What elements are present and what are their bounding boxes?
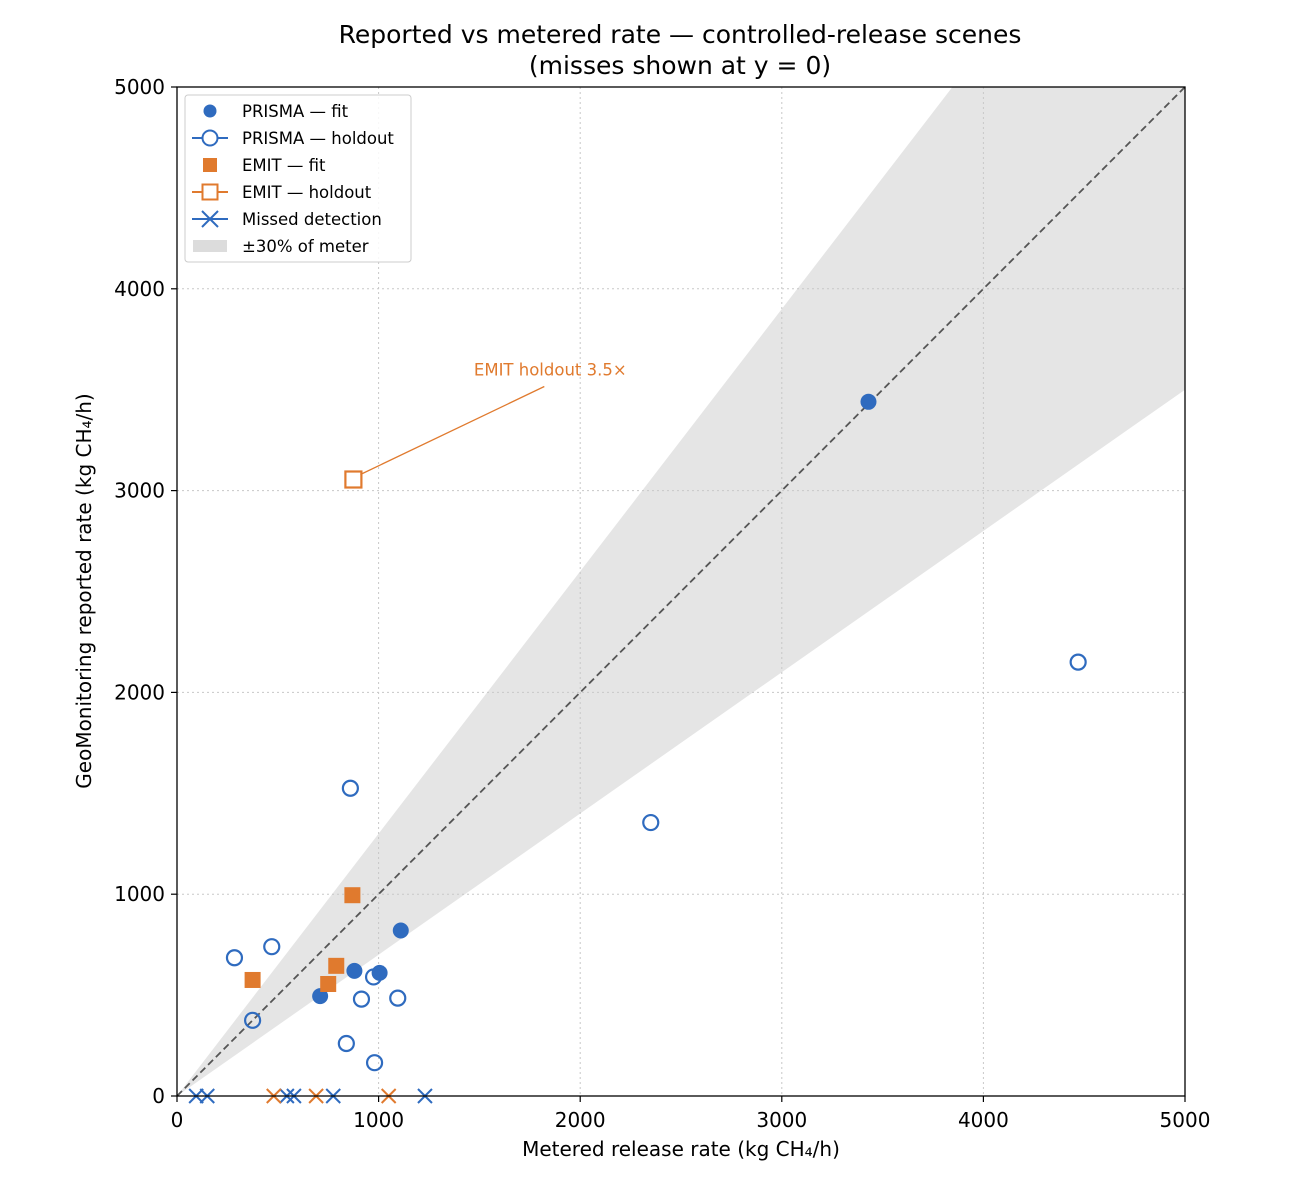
identity-line	[177, 87, 1185, 1096]
legend-marker	[201, 129, 219, 147]
x-tick-label: 4000	[958, 1108, 1009, 1132]
data-point-emit_fit	[244, 971, 261, 988]
legend-label: EMIT — holdout	[242, 183, 372, 202]
data-point-prisma_holdout	[389, 989, 407, 1007]
x-tick-label: 2000	[555, 1108, 606, 1132]
data-point-prisma_holdout	[225, 949, 244, 967]
x-tick-label: 3000	[756, 1108, 807, 1132]
x-axis-label: Metered release rate (kg CH₄/h)	[522, 1137, 840, 1161]
data-point-prisma_holdout	[263, 938, 281, 956]
data-point-prisma_holdout	[352, 990, 371, 1008]
legend-box	[184, 94, 412, 263]
legend-label: EMIT — fit	[242, 156, 326, 175]
plot-area	[177, 87, 1185, 1096]
chart-title: Reported vs metered rate — controlled-re…	[339, 20, 1022, 49]
data-point-prisma_holdout	[244, 1011, 262, 1029]
x-tick-label: 5000	[1160, 1108, 1211, 1132]
data-point-emit_fit	[328, 957, 345, 974]
axes-frame	[176, 86, 1186, 1097]
data-point-emit_fit	[344, 887, 361, 904]
data-point-prisma_fit	[860, 393, 877, 410]
legend-marker	[203, 158, 217, 172]
y-tick-label: 4000	[114, 277, 165, 301]
legend-marker	[201, 183, 219, 201]
annotation-text: EMIT holdout 3.5×	[474, 361, 627, 380]
annotation-arrow	[360, 385, 545, 476]
x-tick-label: 0	[171, 1108, 184, 1132]
data-point-prisma_fit	[312, 988, 329, 1005]
y-tick-label: 0	[152, 1084, 165, 1108]
legend-swatch	[193, 240, 227, 252]
series-emit_holdout	[344, 470, 363, 489]
legend-label: Missed detection	[242, 210, 382, 229]
y-axis-label: GeoMonitoring reported rate (kg CH₄/h)	[72, 393, 96, 788]
data-point-prisma_holdout	[337, 1034, 355, 1053]
y-tick-label: 1000	[114, 882, 165, 906]
legend-marker	[201, 210, 219, 228]
legend-label: ±30% of meter	[242, 237, 369, 256]
series-emit_fit	[244, 887, 361, 993]
chart-subtitle: (misses shown at y = 0)	[529, 51, 831, 80]
y-tick-label: 3000	[114, 479, 165, 503]
series-prisma_fit	[312, 393, 877, 1005]
data-point-emit_fit	[320, 976, 337, 993]
legend: PRISMA — fit PRISMA — holdout EMIT — fit EM…	[184, 94, 412, 263]
data-point-emit_holdout	[344, 470, 363, 489]
data-point-prisma_fit	[392, 922, 409, 939]
data-point-prisma_holdout	[341, 779, 359, 797]
legend-marker	[203, 104, 217, 118]
data-point-prisma_holdout	[364, 968, 383, 986]
legend-label: PRISMA — holdout	[242, 129, 394, 148]
data-point-prisma_holdout	[642, 813, 660, 832]
data-point-prisma_holdout	[365, 1054, 384, 1072]
series-prisma_holdout	[225, 653, 1087, 1072]
y-tick-label: 2000	[114, 680, 165, 704]
x-tick-label: 1000	[353, 1108, 404, 1132]
data-point-prisma_fit	[346, 962, 363, 979]
legend-label: PRISMA — fit	[242, 102, 349, 121]
data-point-prisma_holdout	[1069, 653, 1087, 671]
y-tick-label: 5000	[114, 75, 165, 99]
